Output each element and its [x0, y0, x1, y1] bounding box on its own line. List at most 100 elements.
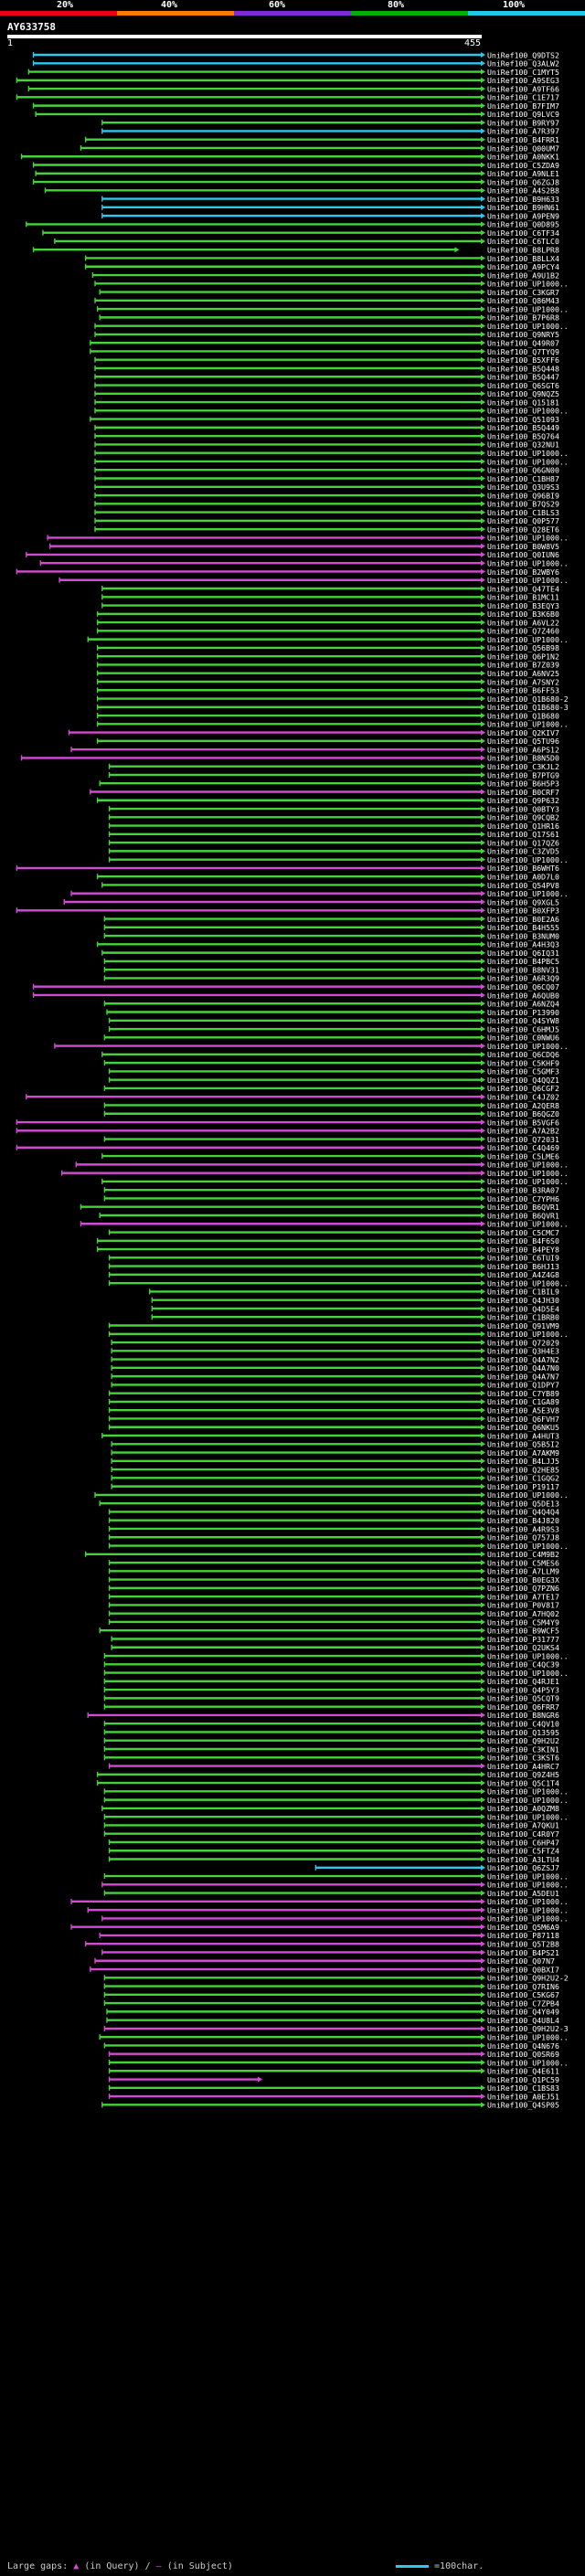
hit-label[interactable]: UniRef100_B9H633	[487, 195, 559, 204]
hit-row[interactable]: UniRef100_UP1000..	[39, 559, 569, 568]
hit-row[interactable]: UniRef100_Q5TU96	[96, 737, 559, 746]
hit-row[interactable]: UniRef100_Q54PV8	[101, 881, 559, 890]
hit-label[interactable]: UniRef100_C5ZDA9	[487, 161, 559, 170]
hit-label[interactable]: UniRef100_Q4P5Y3	[487, 1685, 559, 1694]
hit-label[interactable]: UniRef100_C0NWU6	[487, 1034, 559, 1043]
hit-label[interactable]: UniRef100_A4R9S3	[487, 1524, 559, 1533]
hit-row[interactable]: UniRef100_B4PS21	[101, 1948, 559, 1957]
hit-label[interactable]: UniRef100_A7HQ02	[487, 1609, 559, 1618]
hit-label[interactable]: UniRef100_UP1000..	[487, 1490, 569, 1500]
hit-row[interactable]: UniRef100_Q1B680-3	[96, 703, 569, 712]
hit-label[interactable]: UniRef100_B2WBY6	[487, 567, 559, 577]
hit-label[interactable]: UniRef100_C3KJL2	[487, 762, 559, 771]
hit-label[interactable]: UniRef100_Q9H2U2	[487, 1736, 559, 1745]
hit-row[interactable]: UniRef100_Q0BXI7	[90, 1965, 559, 1974]
hit-row[interactable]: UniRef100_B6HJ13	[108, 1262, 559, 1271]
hit-label[interactable]: UniRef100_B3RA07	[487, 1185, 559, 1194]
hit-label[interactable]: UniRef100_B5Q448	[487, 364, 559, 373]
hit-row[interactable]: UniRef100_Q51093	[90, 415, 559, 424]
hit-label[interactable]: UniRef100_Q1B680-2	[487, 694, 569, 704]
hit-row[interactable]: UniRef100_Q91VM9	[108, 1321, 559, 1330]
hit-row[interactable]: UniRef100_Q4N676	[103, 2041, 559, 2051]
hit-label[interactable]: UniRef100_UP1000..	[487, 449, 569, 458]
hit-row[interactable]: UniRef100_B3EQY3	[101, 601, 559, 610]
hit-row[interactable]: UniRef100_Q72029	[111, 1338, 559, 1347]
hit-row[interactable]: UniRef100_Q17QZ6	[108, 838, 559, 847]
hit-row[interactable]: UniRef100_UP1000..	[101, 1177, 569, 1186]
hit-label[interactable]: UniRef100_A9TF66	[487, 84, 559, 93]
hit-label[interactable]: UniRef100_Q2UKS4	[487, 1643, 559, 1652]
hit-row[interactable]: UniRef100_UP1000..	[70, 1897, 569, 1906]
hit-row[interactable]: UniRef100_C1GA89	[108, 1397, 559, 1406]
hit-row[interactable]: UniRef100_A9PCY4	[84, 262, 559, 271]
hit-label[interactable]: UniRef100_B4PBC5	[487, 957, 559, 966]
hit-label[interactable]: UniRef100_Q6P1N2	[487, 652, 559, 661]
hit-row[interactable]: UniRef100_A9SEG3	[16, 76, 559, 85]
hit-row[interactable]: UniRef100_A4R9S3	[108, 1524, 559, 1533]
hit-label[interactable]: UniRef100_Q91VM9	[487, 1321, 559, 1330]
hit-label[interactable]: UniRef100_B4J820	[487, 1516, 559, 1525]
hit-row[interactable]: UniRef100_Q6CDQ6	[101, 1050, 559, 1059]
hit-row[interactable]: UniRef100_Q4A7N0	[111, 1363, 559, 1373]
hit-row[interactable]: UniRef100_C6HMJ5	[108, 1024, 559, 1034]
hit-label[interactable]: UniRef100_C5M4Y9	[487, 1617, 559, 1627]
hit-row[interactable]: UniRef100_C6HP47	[108, 1838, 559, 1847]
hit-label[interactable]: UniRef100_UP1000..	[487, 1871, 569, 1881]
hit-row[interactable]: UniRef100_C1BRB0	[151, 1313, 559, 1322]
hit-row[interactable]: UniRef100_Q9NQZ5	[94, 389, 559, 398]
hit-label[interactable]: UniRef100_B7FIM7	[487, 101, 559, 111]
hit-label[interactable]: UniRef100_Q6CGF2	[487, 1084, 559, 1093]
hit-row[interactable]: UniRef100_B6WHT6	[16, 864, 559, 873]
hit-row[interactable]: UniRef100_A6NV25	[96, 669, 559, 678]
hit-label[interactable]: UniRef100_A7TE17	[487, 1592, 559, 1601]
hit-label[interactable]: UniRef100_Q6FVH7	[487, 1415, 559, 1424]
hit-row[interactable]: UniRef100_B8LPR8	[32, 246, 559, 255]
hit-label[interactable]: UniRef100_Q0BTY3	[487, 804, 559, 813]
hit-row[interactable]: UniRef100_UP1000..	[108, 2058, 569, 2067]
hit-label[interactable]: UniRef100_Q4A7N7	[487, 1372, 559, 1381]
hit-row[interactable]: UniRef100_UP1000..	[101, 1881, 569, 1890]
hit-label[interactable]: UniRef100_B0W8V5	[487, 542, 559, 551]
hit-row[interactable]: UniRef100_Q9Z4H5	[96, 1770, 559, 1779]
hit-row[interactable]: UniRef100_UP1000..	[60, 1169, 569, 1178]
hit-row[interactable]: UniRef100_A4Z4G8	[108, 1270, 559, 1279]
hit-label[interactable]: UniRef100_A7R397	[487, 127, 559, 136]
hit-label[interactable]: UniRef100_Q28ET6	[487, 525, 559, 534]
hit-row[interactable]: UniRef100_Q4QQZ1	[108, 1076, 559, 1085]
hit-row[interactable]: UniRef100_C7YPH6	[103, 1194, 559, 1203]
hit-label[interactable]: UniRef100_B5Q447	[487, 373, 559, 382]
hit-row[interactable]: UniRef100_UP1000..	[108, 1278, 569, 1288]
hit-row[interactable]: UniRef100_B0XFP3	[16, 906, 559, 916]
hit-row[interactable]: UniRef100_A7R397	[101, 127, 559, 136]
hit-row[interactable]: UniRef100_B4J820	[108, 1516, 559, 1525]
hit-row[interactable]: UniRef100_Q1HR16	[108, 822, 559, 831]
hit-label[interactable]: UniRef100_Q4QQZ1	[487, 1076, 559, 1085]
hit-label[interactable]: UniRef100_C1MYT5	[487, 68, 559, 77]
hit-row[interactable]: UniRef100_Q6SGT6	[94, 381, 559, 390]
hit-row[interactable]: UniRef100_B9RY97	[101, 118, 559, 127]
hit-row[interactable]: UniRef100_B4LJJ5	[111, 1457, 559, 1466]
hit-label[interactable]: UniRef100_B0XFP3	[487, 906, 559, 916]
hit-label[interactable]: UniRef100_B8LPR8	[487, 246, 559, 255]
hit-label[interactable]: UniRef100_C4R0Y7	[487, 1829, 559, 1839]
hit-row[interactable]: UniRef100_C7ZPB4	[103, 1998, 559, 2008]
hit-label[interactable]: UniRef100_UP1000..	[487, 1651, 569, 1660]
hit-label[interactable]: UniRef100_Q6ZGJ8	[487, 177, 559, 186]
hit-row[interactable]: UniRef100_B6H5P3	[99, 779, 559, 789]
hit-label[interactable]: UniRef100_C4Q469	[487, 1143, 559, 1152]
hit-label[interactable]: UniRef100_UP1000..	[487, 457, 569, 466]
hit-row[interactable]: UniRef100_A7LLM9	[108, 1567, 559, 1576]
hit-row[interactable]: UniRef100_Q1B680	[96, 711, 559, 720]
hit-row[interactable]: UniRef100_Q9DTS2	[32, 50, 559, 59]
hit-row[interactable]: UniRef100_B4H555	[103, 923, 559, 932]
hit-row[interactable]: UniRef100_Q7TYQ9	[90, 347, 559, 356]
hit-row[interactable]: UniRef100_Q1DPY7	[111, 1381, 559, 1390]
hit-row[interactable]: UniRef100_Q13595	[103, 1728, 559, 1737]
hit-label[interactable]: UniRef100_UP1000..	[487, 855, 569, 864]
hit-row[interactable]: UniRef100_B0W8V5	[49, 542, 559, 551]
hit-row[interactable]: UniRef100_Q4A7N7	[111, 1372, 559, 1381]
hit-row[interactable]: UniRef100_A4HUT3	[101, 1431, 559, 1440]
hit-label[interactable]: UniRef100_Q4U8L4	[487, 2016, 559, 2025]
hit-row[interactable]: UniRef100_Q6P1N2	[96, 652, 559, 661]
hit-row[interactable]: UniRef100_UP1000..	[94, 457, 569, 466]
